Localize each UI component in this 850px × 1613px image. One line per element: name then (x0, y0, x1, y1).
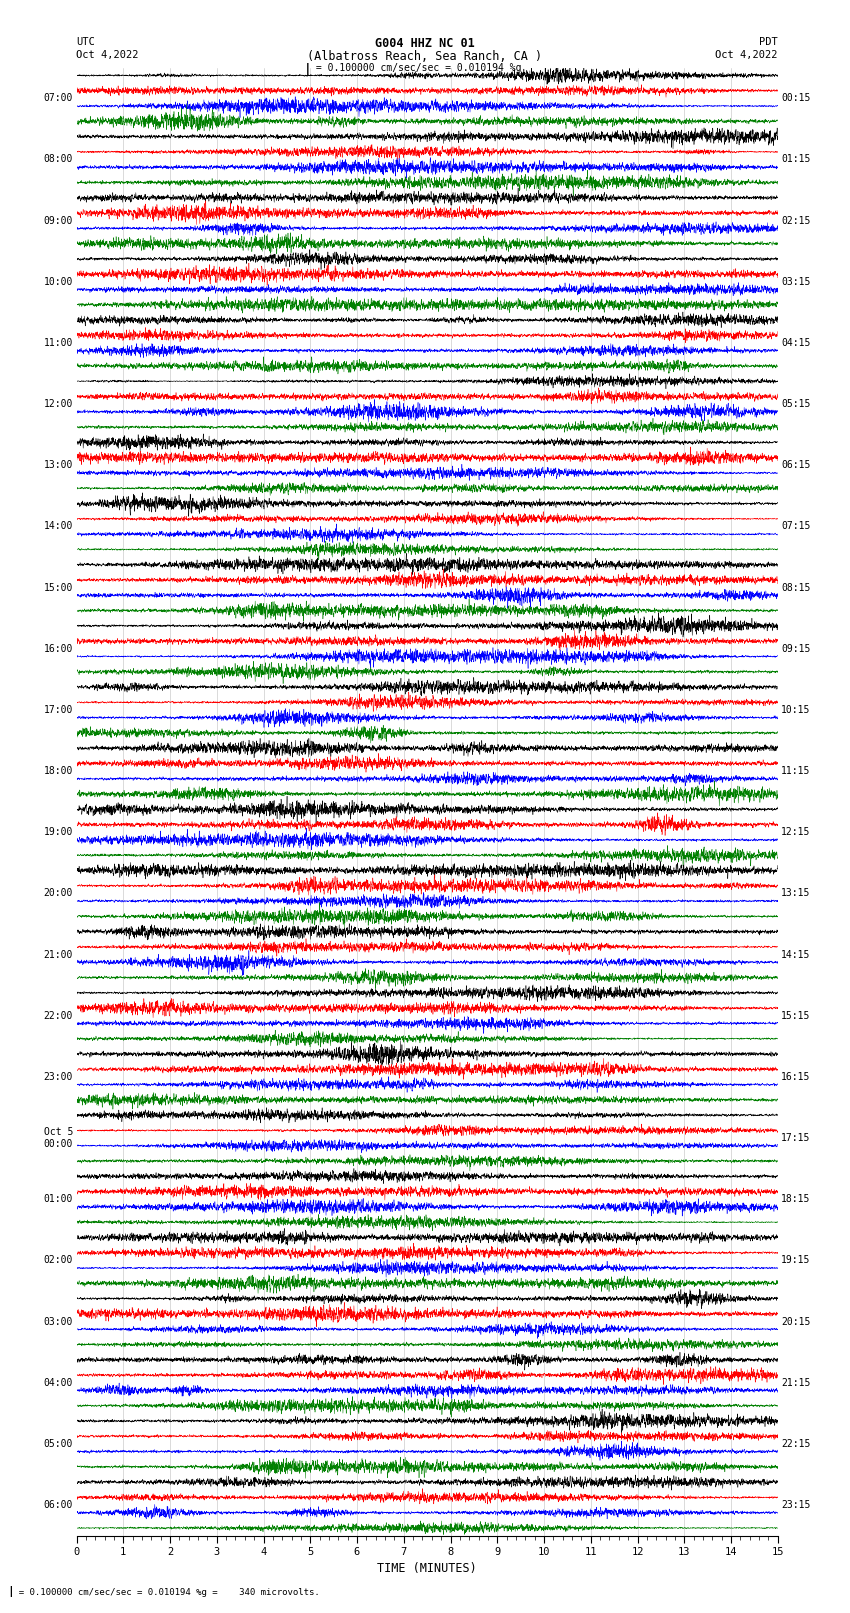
Text: 17:15: 17:15 (781, 1132, 811, 1144)
Text: 13:15: 13:15 (781, 889, 811, 898)
Text: 18:00: 18:00 (43, 766, 73, 776)
Text: 05:15: 05:15 (781, 398, 811, 410)
Text: UTC: UTC (76, 37, 95, 47)
Text: 21:15: 21:15 (781, 1378, 811, 1387)
Text: 02:15: 02:15 (781, 216, 811, 226)
Text: 16:15: 16:15 (781, 1073, 811, 1082)
Text: 17:00: 17:00 (43, 705, 73, 715)
Text: 15:15: 15:15 (781, 1011, 811, 1021)
Text: 12:00: 12:00 (43, 398, 73, 410)
Text: 08:00: 08:00 (43, 155, 73, 165)
Text: 08:15: 08:15 (781, 582, 811, 592)
Text: 20:15: 20:15 (781, 1316, 811, 1326)
Text: 05:00: 05:00 (43, 1439, 73, 1448)
Text: (Albatross Reach, Sea Ranch, CA ): (Albatross Reach, Sea Ranch, CA ) (308, 50, 542, 63)
Text: 01:00: 01:00 (43, 1194, 73, 1205)
Text: 20:00: 20:00 (43, 889, 73, 898)
Text: 14:15: 14:15 (781, 950, 811, 960)
X-axis label: TIME (MINUTES): TIME (MINUTES) (377, 1561, 477, 1574)
Text: PDT: PDT (759, 37, 778, 47)
Text: 09:00: 09:00 (43, 216, 73, 226)
Text: |: | (303, 63, 311, 76)
Text: 03:00: 03:00 (43, 1316, 73, 1326)
Text: |: | (7, 1586, 14, 1597)
Text: 09:15: 09:15 (781, 644, 811, 653)
Text: 19:00: 19:00 (43, 827, 73, 837)
Text: 00:00: 00:00 (43, 1139, 73, 1150)
Text: 00:15: 00:15 (781, 94, 811, 103)
Text: 01:15: 01:15 (781, 155, 811, 165)
Text: 22:00: 22:00 (43, 1011, 73, 1021)
Text: 23:00: 23:00 (43, 1073, 73, 1082)
Text: 18:15: 18:15 (781, 1194, 811, 1205)
Text: 19:15: 19:15 (781, 1255, 811, 1265)
Text: Oct 4,2022: Oct 4,2022 (76, 50, 139, 60)
Text: Oct 4,2022: Oct 4,2022 (715, 50, 778, 60)
Text: 07:15: 07:15 (781, 521, 811, 531)
Text: 16:00: 16:00 (43, 644, 73, 653)
Text: 22:15: 22:15 (781, 1439, 811, 1448)
Text: 15:00: 15:00 (43, 582, 73, 592)
Text: 12:15: 12:15 (781, 827, 811, 837)
Text: 23:15: 23:15 (781, 1500, 811, 1510)
Text: G004 HHZ NC 01: G004 HHZ NC 01 (375, 37, 475, 50)
Text: 11:15: 11:15 (781, 766, 811, 776)
Text: = 0.100000 cm/sec/sec = 0.010194 %g: = 0.100000 cm/sec/sec = 0.010194 %g (310, 63, 522, 73)
Text: 14:00: 14:00 (43, 521, 73, 531)
Text: Oct 5: Oct 5 (43, 1126, 73, 1137)
Text: 07:00: 07:00 (43, 94, 73, 103)
Text: = 0.100000 cm/sec/sec = 0.010194 %g =    340 microvolts.: = 0.100000 cm/sec/sec = 0.010194 %g = 34… (8, 1587, 320, 1597)
Text: 03:15: 03:15 (781, 277, 811, 287)
Text: 10:00: 10:00 (43, 277, 73, 287)
Text: 06:00: 06:00 (43, 1500, 73, 1510)
Text: 02:00: 02:00 (43, 1255, 73, 1265)
Text: 04:00: 04:00 (43, 1378, 73, 1387)
Text: 21:00: 21:00 (43, 950, 73, 960)
Text: 04:15: 04:15 (781, 339, 811, 348)
Text: 10:15: 10:15 (781, 705, 811, 715)
Text: 11:00: 11:00 (43, 339, 73, 348)
Text: 13:00: 13:00 (43, 460, 73, 471)
Text: 06:15: 06:15 (781, 460, 811, 471)
